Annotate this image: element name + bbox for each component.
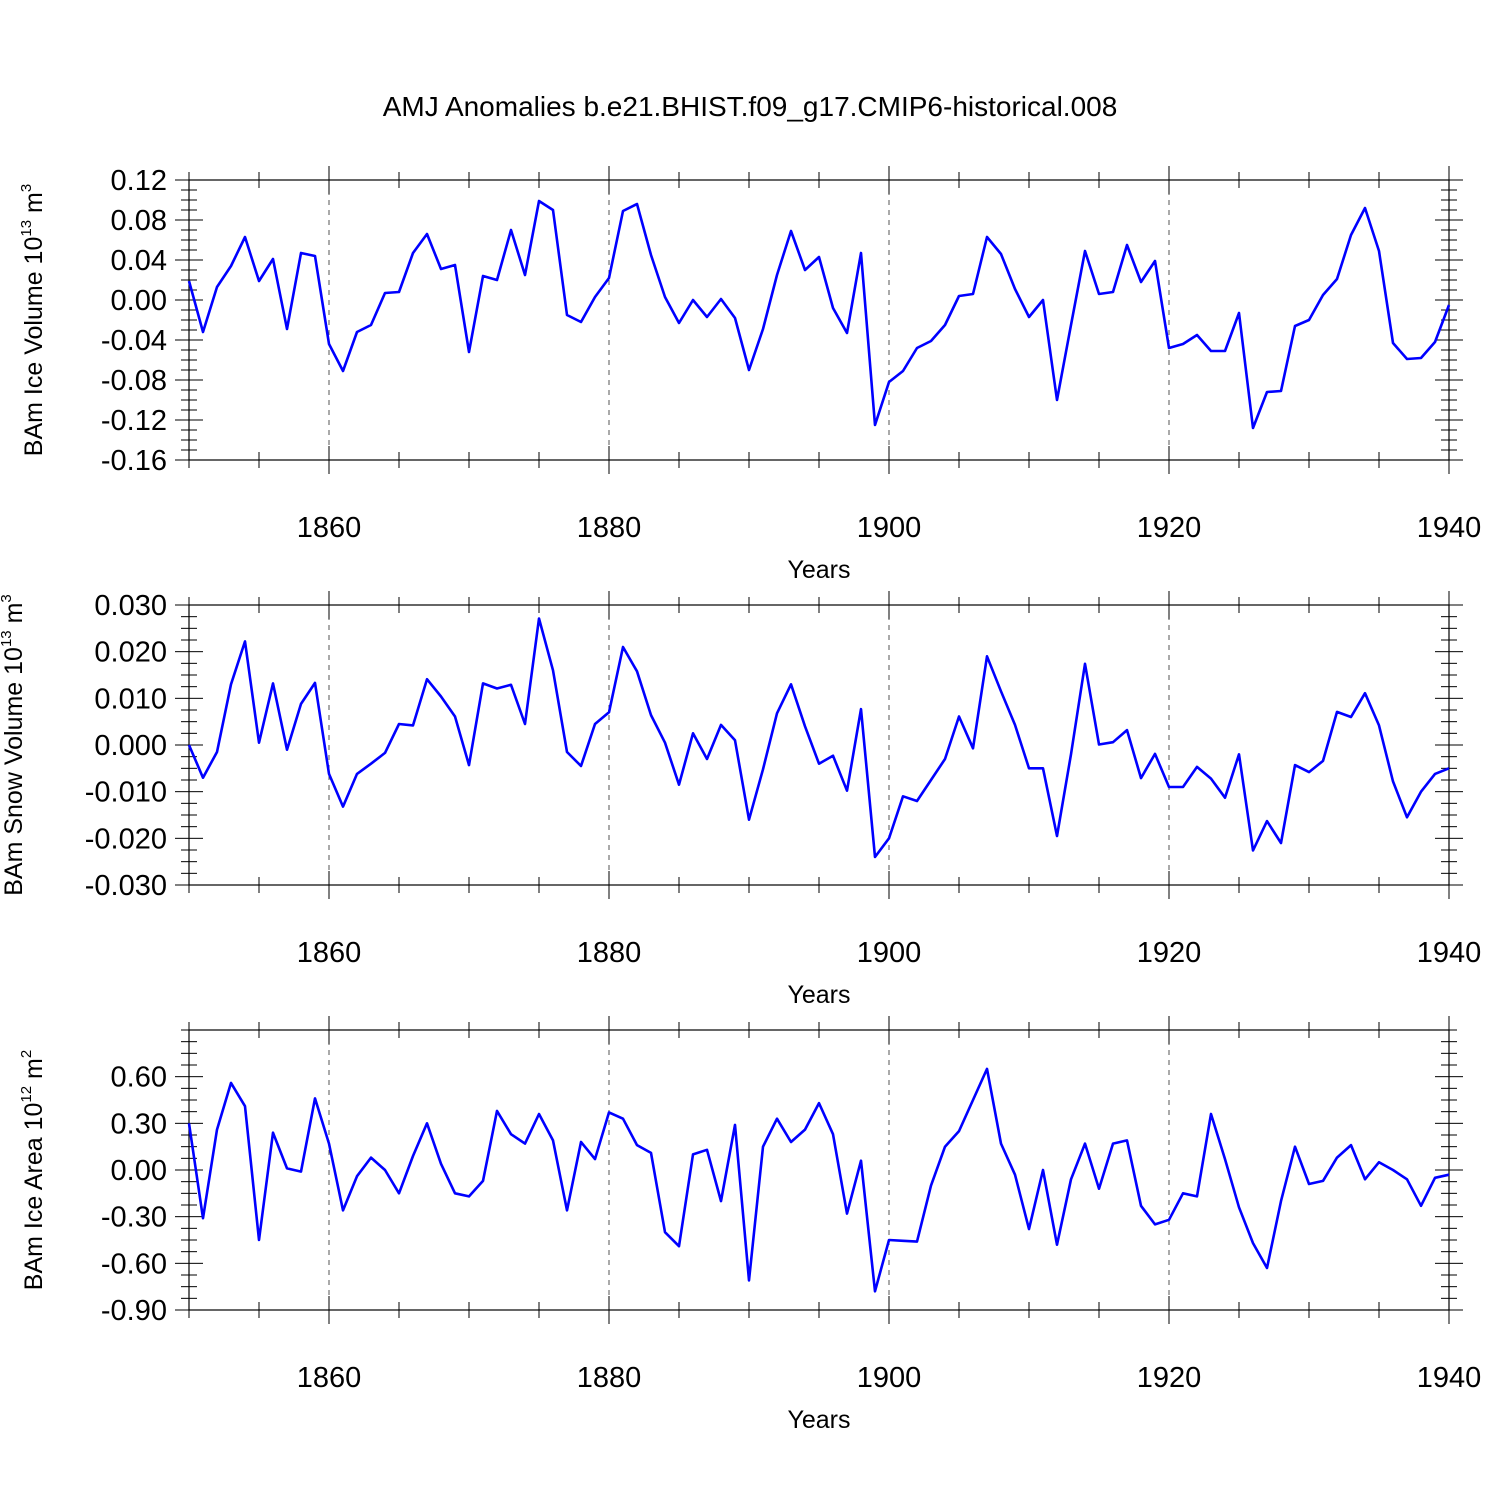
snow-volume-ytick-label: 0.020 bbox=[94, 637, 167, 669]
ice-volume-xtick-label: 1920 bbox=[1137, 512, 1202, 544]
ice-volume-yaxis-label-main: BAm Ice Volume 10 bbox=[20, 237, 48, 457]
ice-volume-ytick-label: -0.16 bbox=[101, 445, 167, 477]
snow-volume-ytick-label: -0.030 bbox=[85, 870, 167, 902]
ice-volume-yaxis-label: BAm Ice Volume 1013 m3 bbox=[18, 184, 48, 456]
snow-volume-yaxis-label-unit: m bbox=[0, 603, 28, 631]
ice-area-xtick-label: 1940 bbox=[1417, 1362, 1482, 1394]
ice-volume-xaxis-label: Years bbox=[787, 556, 850, 584]
snow-volume-ytick-label: -0.020 bbox=[85, 823, 167, 855]
snow-volume-ytick-label: -0.010 bbox=[85, 777, 167, 809]
snow-volume-ytick-label: 0.010 bbox=[94, 683, 167, 715]
ice-volume-ytick-label: -0.08 bbox=[101, 365, 167, 397]
snow-volume-panel: -0.030 -0.020 -0.010 0.000 0.010 0.020 0.030 18… bbox=[0, 590, 1481, 1009]
ice-area-panel: -0.90 -0.60 -0.30 0.00 0.30 0.60 1860 1880 1900 1… bbox=[18, 1016, 1481, 1434]
ice-volume-xtick-label: 1860 bbox=[297, 512, 362, 544]
ice-volume-ytick-label: 0.04 bbox=[111, 245, 167, 277]
ice-area-xtick-label: 1900 bbox=[857, 1362, 922, 1394]
snow-volume-series-line bbox=[187, 617, 1450, 859]
ice-area-plot-frame bbox=[188, 1029, 1450, 1311]
ice-area-yaxis-label-unit-exp: 2 bbox=[18, 1050, 35, 1058]
ice-volume-panel: -0.16 -0.12 -0.08 -0.04 0.00 0.04 0.08 0.12 1860… bbox=[18, 165, 1481, 584]
ice-area-xtick-label: 1920 bbox=[1137, 1362, 1202, 1394]
snow-volume-xaxis-label: Years bbox=[787, 981, 850, 1009]
snow-volume-xtick-label: 1860 bbox=[297, 937, 362, 969]
snow-volume-xtick-label: 1900 bbox=[857, 937, 922, 969]
ice-area-yaxis-label-unit: m bbox=[20, 1058, 48, 1086]
ice-volume-yaxis-label-unit-exp: 3 bbox=[18, 184, 35, 192]
ice-area-ytick-label: -0.90 bbox=[101, 1295, 167, 1327]
ice-area-ytick-label: 0.60 bbox=[111, 1062, 167, 1094]
ice-volume-ytick-label: -0.12 bbox=[101, 405, 167, 437]
ice-area-ytick-label: -0.30 bbox=[101, 1202, 167, 1234]
figure-title: AMJ Anomalies b.e21.BHIST.f09_g17.CMIP6-… bbox=[383, 91, 1118, 122]
ice-volume-ytick-label: -0.04 bbox=[101, 325, 167, 357]
snow-volume-xtick-label: 1940 bbox=[1417, 937, 1482, 969]
ice-volume-series-line bbox=[187, 199, 1451, 430]
snow-volume-ytick-label: 0.030 bbox=[94, 590, 167, 622]
ice-area-yaxis-label-exp: 12 bbox=[18, 1086, 35, 1103]
snow-volume-ytick-label: 0.000 bbox=[94, 730, 167, 762]
ice-volume-ytick-label: 0.12 bbox=[111, 165, 167, 197]
ice-volume-ytick-label: 0.00 bbox=[111, 285, 167, 317]
snow-volume-yaxis-label-main: BAm Snow Volume 10 bbox=[0, 647, 28, 896]
ice-area-xaxis-label: Years bbox=[787, 1406, 850, 1434]
ice-volume-xtick-label: 1900 bbox=[857, 512, 922, 544]
ice-area-ytick-label: -0.60 bbox=[101, 1248, 167, 1280]
snow-volume-xtick-label: 1880 bbox=[577, 937, 642, 969]
ice-volume-yaxis-label-unit: m bbox=[20, 192, 48, 220]
snow-volume-yaxis-label: BAm Snow Volume 1013 m3 bbox=[0, 594, 28, 896]
snow-volume-xtick-label: 1920 bbox=[1137, 937, 1202, 969]
snow-volume-yaxis-label-exp: 13 bbox=[0, 630, 15, 647]
ice-volume-xtick-label: 1880 bbox=[577, 512, 642, 544]
ice-volume-ytick-label: 0.08 bbox=[111, 205, 167, 237]
ice-volume-yaxis-label-exp: 13 bbox=[18, 220, 35, 237]
ice-area-ytick-label: 0.00 bbox=[111, 1155, 167, 1187]
ice-area-series-line bbox=[187, 1067, 1450, 1293]
ice-volume-plot-frame bbox=[188, 179, 1450, 461]
snow-volume-plot-frame bbox=[188, 604, 1450, 886]
ice-volume-xtick-label: 1940 bbox=[1417, 512, 1482, 544]
ice-area-xtick-label: 1860 bbox=[297, 1362, 362, 1394]
ice-area-yaxis-label-main: BAm Ice Area 10 bbox=[20, 1103, 48, 1291]
ice-area-ytick-label: 0.30 bbox=[111, 1108, 167, 1140]
ice-area-xtick-label: 1880 bbox=[577, 1362, 642, 1394]
snow-volume-yaxis-label-unit-exp: 3 bbox=[0, 594, 15, 602]
ice-area-yaxis-label: BAm Ice Area 1012 m2 bbox=[18, 1050, 48, 1290]
